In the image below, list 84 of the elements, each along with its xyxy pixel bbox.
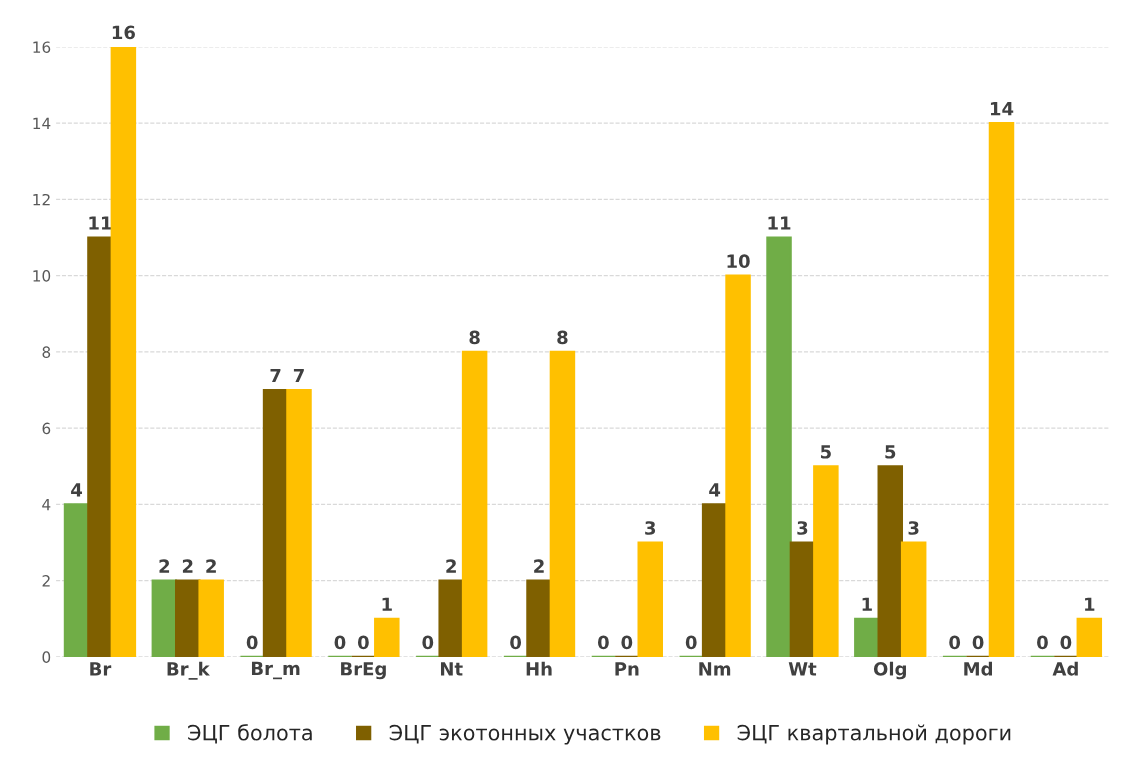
x-tick-label: Md <box>964 661 992 676</box>
data-label: 11 <box>768 216 791 230</box>
bar <box>813 465 839 657</box>
data-label: 0 <box>357 635 369 650</box>
data-label: 0 <box>246 635 258 650</box>
bar <box>549 350 576 657</box>
data-label: 16 <box>112 25 135 40</box>
x-tick-label: Hh <box>526 661 552 676</box>
data-label: 0 <box>597 635 609 650</box>
bar <box>789 541 816 657</box>
bar <box>438 579 464 657</box>
bar <box>461 350 488 657</box>
bar <box>286 388 312 657</box>
data-label: 3 <box>908 521 919 535</box>
bar <box>854 617 880 657</box>
x-tick-label: Nm <box>699 662 731 676</box>
bar <box>198 579 224 657</box>
data-label: 0 <box>1037 635 1048 650</box>
data-label: 1 <box>1085 597 1095 611</box>
y-tick-label: 4 <box>42 499 51 511</box>
data-label: 7 <box>270 368 281 383</box>
data-label: 2 <box>159 559 170 573</box>
data-label: 3 <box>645 521 656 535</box>
data-label: 0 <box>685 635 697 650</box>
data-label: 2 <box>182 559 193 573</box>
x-tick-label: Ad <box>1052 661 1078 676</box>
y-tick-label: 6 <box>42 422 51 435</box>
bar <box>637 541 663 657</box>
data-label: 10 <box>727 254 750 268</box>
data-label: 8 <box>469 330 480 345</box>
y-tick-label: 10 <box>33 270 51 282</box>
data-label: 0 <box>972 635 984 650</box>
data-label: 2 <box>446 559 456 573</box>
legend-label: ЭЦГ болота <box>188 724 312 744</box>
x-tick-label: Br_k <box>167 661 210 680</box>
data-label: 8 <box>557 330 568 345</box>
y-tick-label: 12 <box>33 193 50 206</box>
x-tick-label: Br <box>90 662 112 676</box>
data-label: 1 <box>862 597 872 611</box>
data-label: 4 <box>71 483 82 497</box>
bar <box>766 236 792 657</box>
bar <box>110 46 137 657</box>
data-label: 5 <box>885 445 896 459</box>
data-label: 3 <box>797 521 808 535</box>
bar <box>63 503 90 657</box>
data-label: 2 <box>206 559 216 573</box>
data-label: 11 <box>89 216 112 230</box>
data-label: 14 <box>990 102 1014 116</box>
data-label: 0 <box>621 635 633 650</box>
bar <box>988 122 1015 657</box>
bar <box>87 236 113 657</box>
data-label: 0 <box>422 635 434 650</box>
data-label: 2 <box>534 559 544 573</box>
legend-label: ЭЦГ квартальной дороги <box>737 724 1011 745</box>
bar <box>1076 617 1103 657</box>
x-tick-label: Pn <box>615 662 639 676</box>
x-tick-label: Nt <box>440 662 463 676</box>
x-tick-label: Wt <box>788 662 817 676</box>
bar <box>877 465 904 657</box>
y-tick-label: 2 <box>42 575 50 587</box>
x-tick-label: Br_m <box>251 661 300 680</box>
data-label: 0 <box>949 635 961 650</box>
bar <box>725 274 751 657</box>
y-tick-label: 14 <box>33 117 51 129</box>
data-label: 0 <box>334 635 346 650</box>
x-tick-label: BrEg <box>341 662 386 680</box>
legend-label: ЭЦГ экотонных участков <box>389 724 661 745</box>
bar <box>526 579 552 657</box>
data-label: 5 <box>820 445 831 459</box>
bar <box>701 503 728 657</box>
data-label: 7 <box>293 368 304 383</box>
x-tick-label: Olg <box>873 661 906 680</box>
bar <box>900 541 927 657</box>
data-label: 0 <box>1060 635 1072 650</box>
bar <box>262 388 289 657</box>
y-tick-label: 8 <box>42 346 51 358</box>
data-label: 1 <box>382 597 392 611</box>
y-tick-label: 16 <box>33 41 51 53</box>
data-label: 4 <box>709 483 721 497</box>
y-tick-label: 0 <box>42 651 51 663</box>
bar <box>175 579 201 657</box>
bar <box>151 579 178 657</box>
bar <box>374 617 400 657</box>
data-label: 0 <box>510 635 522 650</box>
